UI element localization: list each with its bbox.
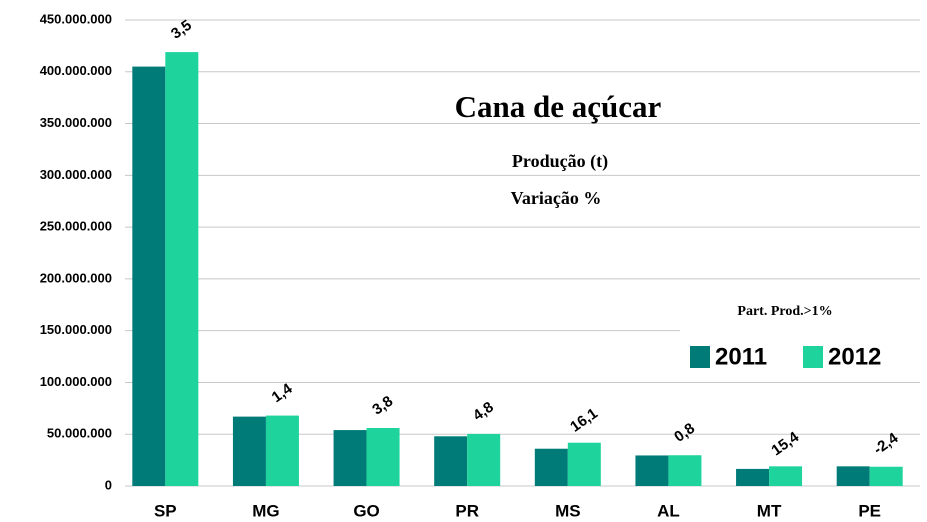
bar bbox=[434, 436, 468, 486]
bar bbox=[736, 468, 770, 486]
bar bbox=[567, 442, 601, 486]
legend-swatch bbox=[690, 346, 710, 368]
variation-label: 3,5 bbox=[168, 17, 195, 43]
bar bbox=[534, 448, 568, 486]
x-tick-label: PE bbox=[858, 501, 881, 520]
bars bbox=[132, 52, 903, 486]
bar bbox=[635, 455, 669, 486]
y-tick-label: 450.000.000 bbox=[40, 11, 112, 26]
legend-box bbox=[680, 298, 920, 380]
y-tick-label: 400.000.000 bbox=[40, 63, 112, 78]
variation-label: 15,4 bbox=[768, 428, 802, 459]
bar bbox=[467, 433, 501, 486]
x-tick-label: MT bbox=[757, 501, 782, 520]
legend-label: 2011 bbox=[715, 343, 767, 370]
legend-title: Part. Prod.>1% bbox=[737, 304, 832, 319]
grid: 0 50.000.000 100.000.000 150.000.000 200.000… bbox=[40, 11, 920, 492]
bar bbox=[132, 66, 166, 486]
bar bbox=[232, 416, 266, 486]
x-tick-label: MS bbox=[555, 501, 581, 520]
y-tick-label: 0 bbox=[105, 477, 112, 492]
x-tick-label: GO bbox=[353, 501, 379, 520]
bar bbox=[869, 466, 903, 486]
bar bbox=[769, 466, 803, 486]
subtitle: Variação % bbox=[511, 188, 602, 208]
x-tick-label: SP bbox=[154, 501, 177, 520]
bar bbox=[366, 428, 400, 486]
legend-label: 2012 bbox=[828, 343, 881, 370]
x-tick-label: PR bbox=[455, 501, 479, 520]
y-tick-label: 350.000.000 bbox=[40, 115, 112, 130]
variation-label: 4,8 bbox=[470, 399, 497, 425]
y-tick-label: 250.000.000 bbox=[40, 219, 112, 234]
y-tick-label: 100.000.000 bbox=[40, 374, 112, 389]
chart-title: Cana de açúcar bbox=[455, 89, 662, 124]
y-tick-label: 200.000.000 bbox=[40, 270, 112, 285]
bar bbox=[265, 415, 299, 486]
variation-label: 16,1 bbox=[567, 405, 601, 436]
variation-label: 1,4 bbox=[269, 380, 296, 406]
x-tick-label: MG bbox=[252, 501, 279, 520]
bar bbox=[165, 52, 199, 486]
x-tick-label: AL bbox=[657, 501, 680, 520]
y-tick-label: 150.000.000 bbox=[40, 322, 112, 337]
bar bbox=[333, 430, 367, 486]
subtitle: Produção (t) bbox=[512, 151, 608, 172]
y-tick-label: 300.000.000 bbox=[40, 167, 112, 182]
bar bbox=[836, 466, 870, 486]
legend-swatch bbox=[803, 346, 823, 368]
variation-label: 0,8 bbox=[671, 420, 698, 446]
y-tick-label: 50.000.000 bbox=[47, 426, 112, 441]
variation-label: -2,4 bbox=[870, 429, 901, 458]
bar bbox=[668, 455, 702, 486]
variation-label: 3,8 bbox=[369, 393, 396, 419]
